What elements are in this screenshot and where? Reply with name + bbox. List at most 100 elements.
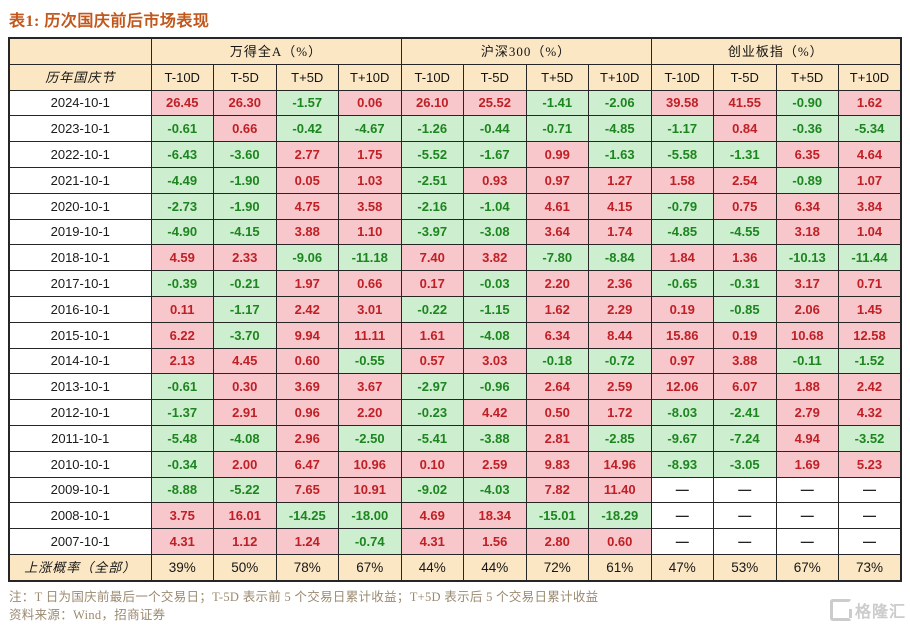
col-header: T+5D	[275, 63, 339, 91]
value-cell: 7.65	[275, 476, 339, 504]
table-title: 表1: 历次国庆前后市场表现	[9, 13, 210, 30]
value-cell: -4.67	[338, 115, 402, 143]
value-cell: —	[838, 476, 902, 504]
value-cell: 1.62	[838, 89, 902, 117]
summary-value-cell: 39%	[150, 553, 214, 582]
row-date: 2011-10-1	[8, 424, 152, 452]
value-cell: 2.13	[150, 347, 214, 375]
value-cell: -0.65	[650, 270, 714, 297]
value-cell: 2.20	[338, 399, 402, 426]
value-cell: -0.11	[775, 347, 839, 375]
table-header: 万得全A（%） 沪深300（%） 创业板指（%） 历年国庆节 T-10D T-5…	[8, 37, 902, 91]
value-cell: 0.60	[588, 528, 652, 555]
value-cell: -1.17	[650, 115, 714, 143]
value-cell: 26.45	[150, 89, 214, 117]
value-cell: 3.82	[463, 244, 527, 272]
value-cell: 2.91	[213, 399, 277, 426]
col-header: T+10D	[838, 63, 902, 91]
value-cell: -1.90	[213, 192, 277, 220]
value-cell: 3.75	[150, 502, 214, 530]
value-cell: 2.81	[525, 424, 589, 452]
value-cell: 10.96	[338, 450, 402, 478]
value-cell: 2.77	[275, 141, 339, 168]
value-cell: 4.59	[150, 244, 214, 272]
value-cell: 1.27	[588, 166, 652, 194]
value-cell: -5.41	[400, 424, 464, 452]
table-row: 2017-10-1 -0.39 -0.21 1.97 0.66 0.17 -0.03 2.20…	[8, 270, 902, 297]
value-cell: -2.41	[713, 399, 777, 426]
value-cell: -8.84	[588, 244, 652, 272]
summary-value-cell: 78%	[275, 553, 339, 582]
value-cell: 10.68	[775, 321, 839, 349]
value-cell: -2.97	[400, 373, 464, 401]
value-cell: -1.41	[525, 89, 589, 117]
value-cell: 0.84	[713, 115, 777, 143]
summary-value-cell: 44%	[400, 553, 464, 582]
value-cell: 1.04	[838, 218, 902, 246]
value-cell: 39.58	[650, 89, 714, 117]
value-cell: -0.61	[150, 115, 214, 143]
value-cell: 2.54	[713, 166, 777, 194]
table-row: 2023-10-1 -0.61 0.66 -0.42 -4.67 -1.26 -0.44 -0…	[8, 115, 902, 143]
value-cell: -1.57	[275, 89, 339, 117]
value-cell: 2.36	[588, 270, 652, 297]
value-cell: 3.69	[275, 373, 339, 401]
value-cell: -5.52	[400, 141, 464, 168]
row-date: 2017-10-1	[8, 270, 152, 297]
table-row: 2011-10-1 -5.48 -4.08 2.96 -2.50 -5.41 -3.88 2.…	[8, 424, 902, 452]
value-cell: 2.00	[213, 450, 277, 478]
value-cell: 3.17	[775, 270, 839, 297]
value-cell: 2.42	[838, 373, 902, 401]
value-cell: -0.44	[463, 115, 527, 143]
value-cell: -3.05	[713, 450, 777, 478]
value-cell: 1.03	[338, 166, 402, 194]
value-cell: -3.70	[213, 321, 277, 349]
col-header: T-5D	[213, 63, 277, 91]
value-cell: -2.06	[588, 89, 652, 117]
value-cell: -0.23	[400, 399, 464, 426]
value-cell: 12.58	[838, 321, 902, 349]
value-cell: 25.52	[463, 89, 527, 117]
value-cell: -3.97	[400, 218, 464, 246]
value-cell: 4.31	[400, 528, 464, 555]
value-cell: -2.16	[400, 192, 464, 220]
value-cell: -5.58	[650, 141, 714, 168]
value-cell: -4.03	[463, 476, 527, 504]
row-date: 2013-10-1	[8, 373, 152, 401]
value-cell: -3.88	[463, 424, 527, 452]
row-date: 2015-10-1	[8, 321, 152, 349]
value-cell: -3.08	[463, 218, 527, 246]
value-cell: —	[713, 502, 777, 530]
value-cell: —	[650, 476, 714, 504]
value-cell: -9.02	[400, 476, 464, 504]
summary-value-cell: 61%	[588, 553, 652, 582]
value-cell: 1.75	[338, 141, 402, 168]
row-date: 2009-10-1	[8, 476, 152, 504]
value-cell: 4.75	[275, 192, 339, 220]
value-cell: -1.26	[400, 115, 464, 143]
value-cell: 1.84	[650, 244, 714, 272]
value-cell: -1.90	[213, 166, 277, 194]
value-cell: -1.37	[150, 399, 214, 426]
value-cell: 8.44	[588, 321, 652, 349]
value-cell: 4.64	[838, 141, 902, 168]
summary-label: 上涨概率（全部）	[8, 553, 152, 582]
value-cell: 3.18	[775, 218, 839, 246]
value-cell: -3.60	[213, 141, 277, 168]
value-cell: -4.15	[213, 218, 277, 246]
group-header-row: 万得全A（%） 沪深300（%） 创业板指（%）	[8, 37, 902, 65]
value-cell: 1.10	[338, 218, 402, 246]
value-cell: 6.47	[275, 450, 339, 478]
value-cell: -0.21	[213, 270, 277, 297]
value-cell: 0.11	[150, 295, 214, 323]
source-line: 资料来源：Wind，招商证券	[9, 607, 166, 622]
value-cell: -3.52	[838, 424, 902, 452]
value-cell: -2.50	[338, 424, 402, 452]
value-cell: 2.20	[525, 270, 589, 297]
value-cell: -0.39	[150, 270, 214, 297]
value-cell: -14.25	[275, 502, 339, 530]
value-cell: -10.13	[775, 244, 839, 272]
value-cell: 2.96	[275, 424, 339, 452]
row-date: 2016-10-1	[8, 295, 152, 323]
